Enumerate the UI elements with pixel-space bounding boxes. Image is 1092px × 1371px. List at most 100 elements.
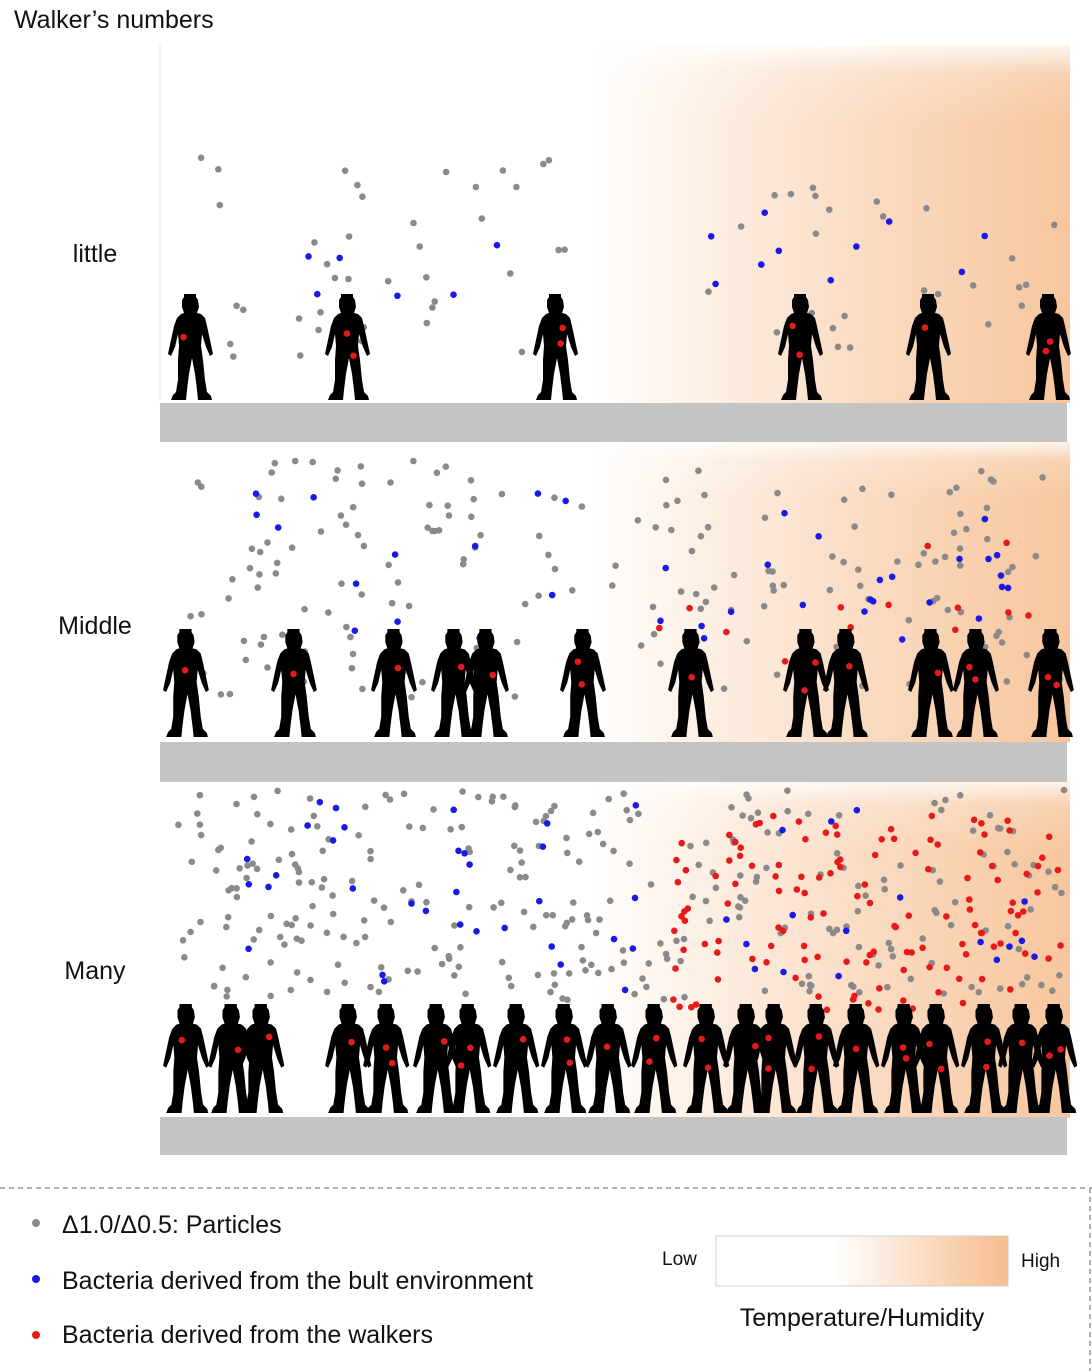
particle-dot <box>743 637 751 645</box>
particle-dot <box>1045 868 1052 875</box>
particle-dot <box>575 858 583 865</box>
particle-dot <box>197 831 205 839</box>
walker-bacteria-dot <box>440 1038 448 1045</box>
particle-dot <box>561 246 568 253</box>
walker-bacteria-dot <box>925 865 932 873</box>
walker-bacteria-dot <box>863 959 870 966</box>
walker-bacteria-dot <box>796 351 803 359</box>
particle-dot <box>445 952 453 960</box>
particle-dot <box>879 213 887 220</box>
particle-dot <box>426 501 433 509</box>
particle-dot <box>264 539 271 546</box>
particle-dot <box>349 503 357 511</box>
particle-dot <box>275 856 283 864</box>
walker-bacteria-dot <box>715 937 722 945</box>
particle-dot <box>414 968 421 975</box>
particle-dot <box>475 793 482 801</box>
walker-bacteria-dot <box>775 861 783 869</box>
particle-dot <box>310 812 318 820</box>
particle-dot <box>771 192 778 199</box>
particle-dot <box>645 960 653 967</box>
particle-dot <box>550 970 558 977</box>
particle-dot <box>804 810 812 818</box>
particle-dot <box>295 879 303 886</box>
env-bacteria-dot <box>352 580 360 587</box>
particle-dot <box>362 803 369 811</box>
walker-bacteria-dot <box>861 881 869 888</box>
env-bacteria-dot <box>379 971 386 979</box>
particle-dot <box>806 981 814 989</box>
particle-dot <box>348 877 356 885</box>
walker-bacteria-dot <box>1057 942 1064 949</box>
particle-dot <box>505 974 513 982</box>
particle-dot <box>416 243 424 250</box>
particle-dot <box>905 616 913 624</box>
particle-dot <box>848 981 855 989</box>
particle-dot <box>673 937 680 945</box>
walker-bacteria-dot <box>912 849 919 857</box>
walker-bacteria-dot <box>988 862 996 870</box>
particle-dot <box>287 826 295 833</box>
env-bacteria-dot <box>314 290 321 298</box>
walker-bacteria-dot <box>749 955 756 963</box>
walker-bacteria-dot <box>681 908 688 915</box>
particle-dot <box>419 824 427 832</box>
particle-dot <box>885 939 893 947</box>
env-bacteria-dot <box>394 292 401 300</box>
particle-dot <box>341 167 349 174</box>
walker-icon <box>163 629 209 737</box>
env-bacteria-dot <box>336 254 344 262</box>
particle-dot <box>1023 974 1031 981</box>
walker-bacteria-dot <box>937 1065 945 1073</box>
particle-dot <box>702 897 710 905</box>
particle-dot <box>660 995 668 1003</box>
env-bacteria-dot <box>751 965 759 973</box>
particle-dot <box>323 260 331 268</box>
particle-dot <box>400 790 408 798</box>
particle-dot <box>704 523 712 531</box>
particle-dot <box>386 796 394 803</box>
particle-dot <box>657 660 664 667</box>
env-bacteria-dot <box>473 928 480 935</box>
env-bacteria-dot <box>548 591 556 599</box>
env-bacteria-dot <box>461 850 468 857</box>
particle-dot <box>511 803 519 811</box>
particle-dot <box>812 192 819 200</box>
walker-bacteria-dot <box>394 664 402 672</box>
walker-bacteria-dot <box>926 963 933 971</box>
diagram-title: Walker’s numbers <box>14 6 214 34</box>
walker-icon <box>463 629 509 737</box>
walker-bacteria-dot <box>978 820 985 827</box>
walker-bacteria-dot <box>736 852 744 860</box>
particle-dot <box>217 691 225 698</box>
particle-dot <box>358 480 366 488</box>
gradient-high-label: High <box>1021 1251 1060 1272</box>
particle-dot <box>833 643 840 651</box>
walker-icon <box>533 294 578 400</box>
particle-dot <box>551 802 558 810</box>
walker-bacteria-dot <box>959 999 967 1007</box>
env-bacteria-dot <box>842 927 850 935</box>
particle-dot <box>272 570 280 577</box>
env-bacteria-dot <box>712 280 719 288</box>
particle-dot <box>297 352 304 359</box>
particle-dot <box>934 290 942 298</box>
particle-dot <box>540 160 547 168</box>
particle-dot <box>354 531 362 539</box>
particle-dot <box>212 867 220 874</box>
env-bacteria-dot <box>253 511 260 519</box>
walker-bacteria-dot <box>823 1006 831 1014</box>
particle-dot <box>242 656 250 664</box>
particle-dot <box>360 542 368 550</box>
particle-dot <box>447 826 454 833</box>
walker-bacteria-layer <box>178 322 1064 1073</box>
walker-bacteria-dot <box>847 624 854 631</box>
particle-dot <box>187 612 194 620</box>
walker-bacteria-dot <box>843 958 850 965</box>
particle-dot <box>706 917 713 925</box>
walker-bacteria-dot <box>692 1001 700 1008</box>
particle-dot <box>915 561 922 569</box>
walker-icon <box>271 629 317 737</box>
particle-dot <box>194 479 202 486</box>
particle-dot <box>181 954 188 961</box>
